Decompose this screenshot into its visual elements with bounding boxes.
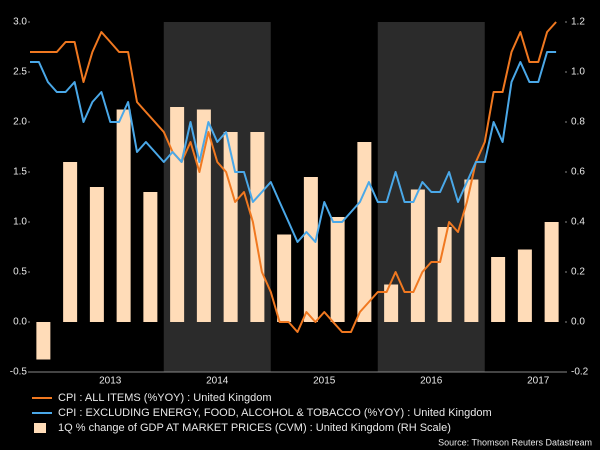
bar xyxy=(437,227,452,322)
bar xyxy=(491,257,506,322)
y-tick-label: 2.5 xyxy=(13,67,27,78)
bar xyxy=(464,179,479,322)
legend-label: CPI : EXCLUDING ENERGY, FOOD, ALCOHOL & … xyxy=(58,407,492,419)
bar xyxy=(196,109,211,322)
y-tick-label: 3.0 xyxy=(13,17,27,28)
legend-label: 1Q % change of GDP AT MARKET PRICES (CVM… xyxy=(58,422,451,434)
y2-tick-label: 1.2 xyxy=(571,17,585,28)
y2-tick-label: 0.8 xyxy=(571,117,585,128)
x-tick-label: 2015 xyxy=(313,376,336,387)
bar xyxy=(517,249,532,322)
bar xyxy=(410,189,425,322)
y-tick-label: -0.5 xyxy=(10,367,28,378)
bar xyxy=(303,177,318,322)
y2-tick-label: 1.0 xyxy=(571,67,585,78)
x-tick-label: 2016 xyxy=(420,376,443,387)
bar xyxy=(357,142,372,322)
bar xyxy=(89,187,104,322)
legend-swatch xyxy=(34,423,46,433)
line xyxy=(30,51,557,243)
y2-tick-label: 0.4 xyxy=(571,217,585,228)
y2-tick-label: -0.2 xyxy=(571,367,589,378)
y-tick-label: 1.0 xyxy=(13,217,27,228)
x-tick-label: 2017 xyxy=(527,376,550,387)
x-tick-label: 2014 xyxy=(206,376,229,387)
y-tick-label: 0.5 xyxy=(13,267,27,278)
y2-tick-label: 0.2 xyxy=(571,267,585,278)
bar xyxy=(384,284,399,322)
y-tick-label: 2.0 xyxy=(13,117,27,128)
y2-tick-label: 0.0 xyxy=(571,317,585,328)
bar xyxy=(544,222,559,322)
bar xyxy=(223,132,238,322)
legend-label: CPI : ALL ITEMS (%YOY) : United Kingdom xyxy=(58,392,272,404)
y2-tick-label: 0.6 xyxy=(571,167,585,178)
source: Source: Thomson Reuters Datastream xyxy=(438,437,592,447)
bar xyxy=(250,132,265,322)
bar xyxy=(143,192,158,322)
x-tick-label: 2013 xyxy=(99,376,122,387)
y-tick-label: 0.0 xyxy=(13,317,27,328)
bar xyxy=(63,162,78,322)
plot xyxy=(30,21,559,360)
bar xyxy=(36,322,51,360)
line xyxy=(30,21,557,333)
bar xyxy=(170,107,185,322)
bar xyxy=(277,234,292,322)
bar xyxy=(330,217,345,322)
bar xyxy=(116,109,131,322)
y-tick-label: 1.5 xyxy=(13,167,27,178)
